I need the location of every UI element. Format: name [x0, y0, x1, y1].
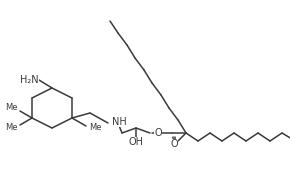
- Text: O: O: [170, 139, 178, 149]
- Text: Me: Me: [6, 103, 18, 113]
- Text: H₂N: H₂N: [20, 75, 39, 85]
- Text: O: O: [154, 128, 162, 138]
- Text: Me: Me: [89, 123, 102, 132]
- Text: NH: NH: [112, 117, 127, 127]
- Text: OH: OH: [128, 137, 144, 147]
- Text: Me: Me: [6, 123, 18, 132]
